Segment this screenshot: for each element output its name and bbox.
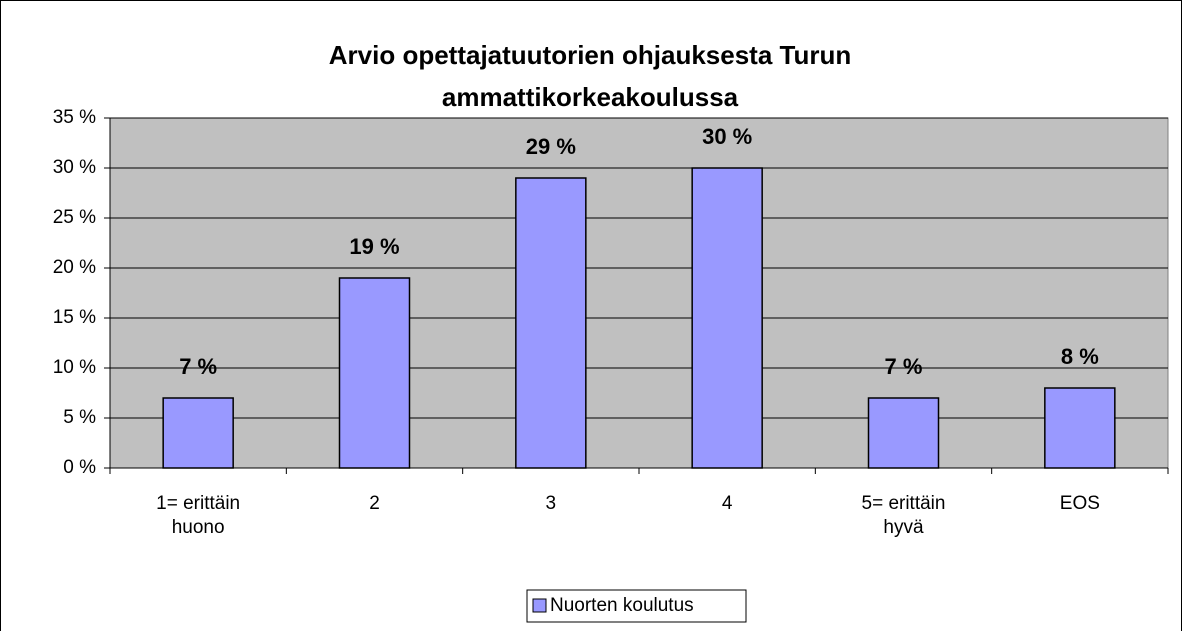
x-tick-label: 4 (721, 493, 733, 514)
y-tick-label: 15 % (53, 307, 96, 328)
y-tick-label: 35 % (53, 107, 96, 128)
bar (162, 397, 234, 469)
bar (1044, 387, 1116, 469)
bar (515, 177, 587, 469)
x-tick-label: EOS (1059, 493, 1100, 514)
y-tick-label: 5 % (63, 407, 96, 428)
plot-area (109, 117, 1169, 469)
y-tick-label: 20 % (53, 257, 96, 278)
data-label: 8 % (1061, 344, 1099, 369)
bar (867, 397, 940, 469)
bar (338, 277, 411, 469)
data-label: 19 % (349, 234, 399, 259)
legend-box (526, 589, 747, 623)
data-label: 7 % (885, 354, 923, 379)
y-tick-label: 30 % (53, 157, 96, 178)
legend-swatch (532, 598, 547, 613)
y-tick-label: 25 % (53, 207, 96, 228)
x-tick-label: 3 (545, 493, 557, 514)
y-tick-label: 10 % (53, 357, 96, 378)
data-label: 30 % (702, 124, 752, 149)
legend-label: Nuorten koulutus (550, 595, 694, 616)
x-tick-label: 5= erittäin hyvä (861, 493, 946, 538)
chart-title: Arvio opettajatuutorien ohjauksesta Turu… (328, 40, 852, 112)
y-tick-label: 0 % (63, 457, 96, 478)
data-label: 29 % (526, 134, 576, 159)
x-tick-label: 1= erittäin huono (156, 493, 241, 538)
bar (691, 167, 763, 469)
data-label: 7 % (179, 354, 217, 379)
x-tick-label: 2 (369, 493, 380, 514)
